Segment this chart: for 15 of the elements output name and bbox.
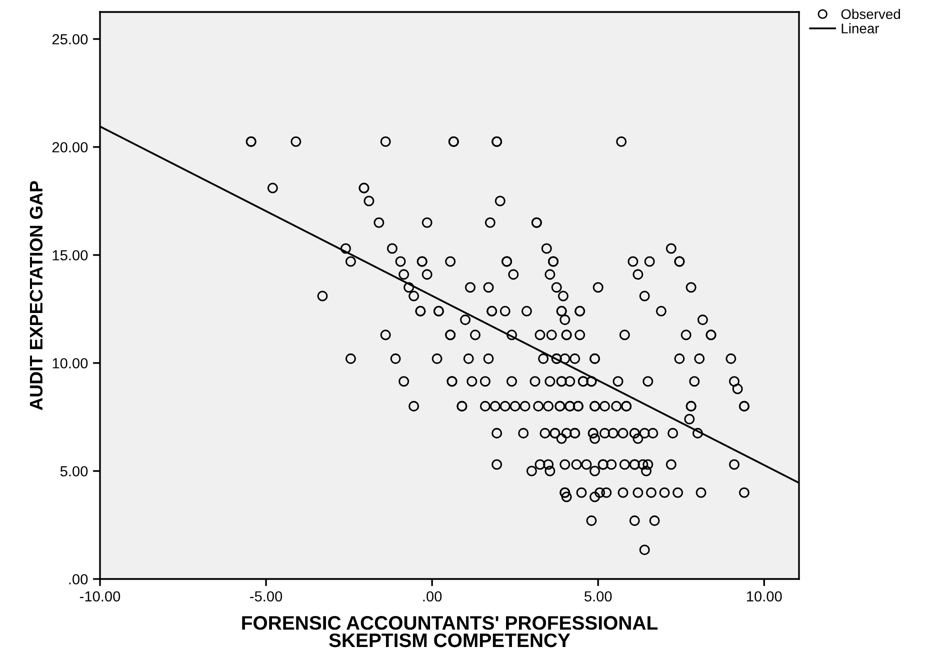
legend-label: Linear — [842, 23, 880, 34]
y-tick-label: .00 — [69, 574, 88, 584]
x-tick-label: -5.00 — [250, 591, 282, 602]
y-tick-label: 10.00 — [52, 358, 88, 368]
x-tick-label: 10.00 — [747, 591, 782, 602]
y-tick-label: 20.00 — [52, 142, 88, 152]
y-axis-title: AUDIT EXPECTATION GAP — [30, 181, 43, 410]
y-tick-label: 25.00 — [52, 34, 88, 44]
x-axis-title: FORENSIC ACCOUNTANTS' PROFESSIONAL SKEPTISM COMPETENCY — [242, 616, 658, 648]
y-tick-label: 5.00 — [60, 466, 88, 476]
y-tick-label: 15.00 — [52, 250, 88, 260]
x-tick-label: .00 — [423, 591, 442, 602]
x-tick-label: 5.00 — [584, 591, 612, 602]
x-tick-label: -10.00 — [80, 591, 120, 602]
legend-label: Observed — [841, 8, 900, 20]
